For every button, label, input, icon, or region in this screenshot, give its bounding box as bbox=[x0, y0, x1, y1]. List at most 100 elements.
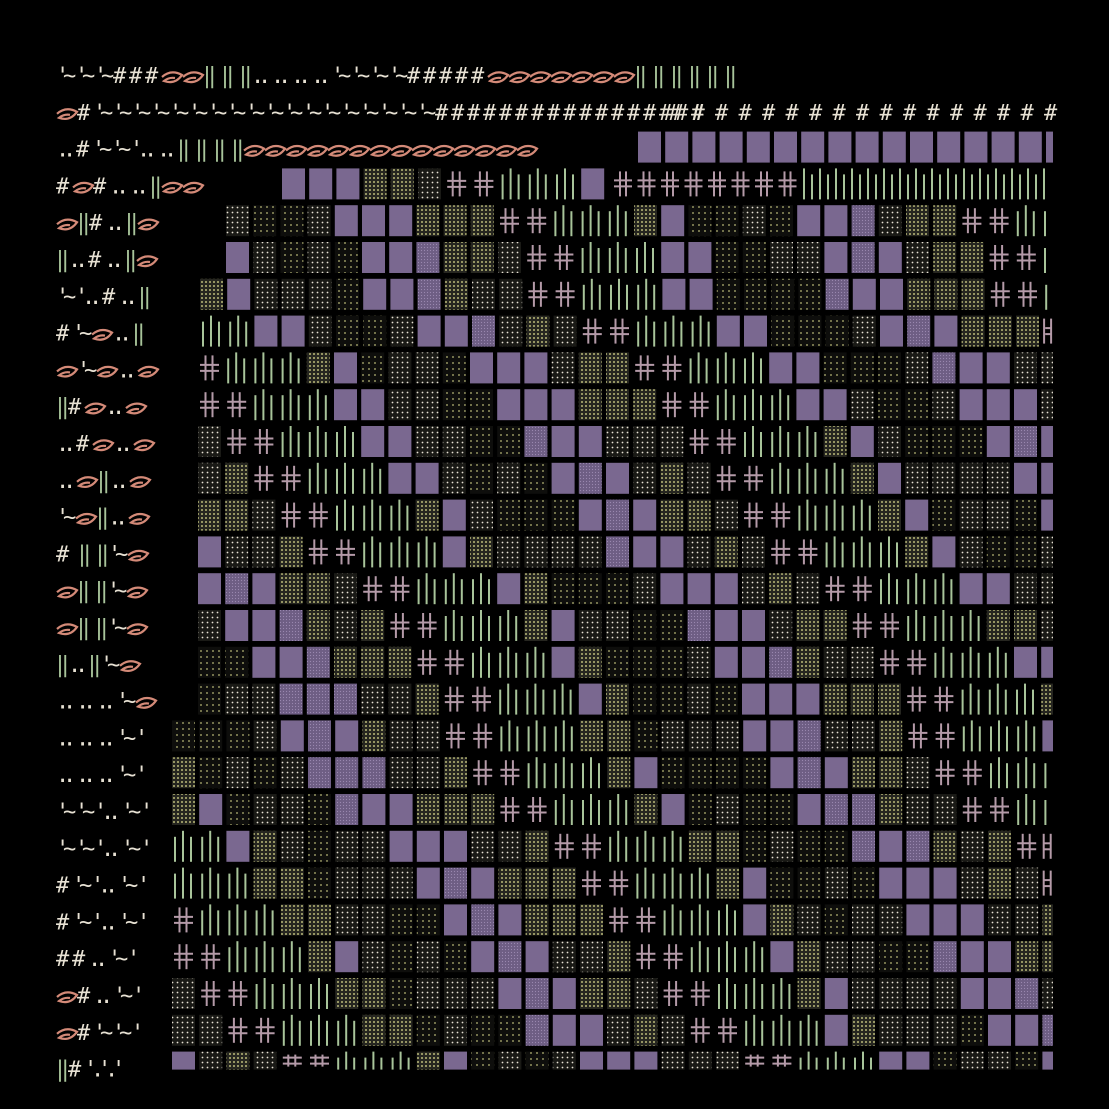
violet-block bbox=[714, 610, 738, 641]
violet-block bbox=[910, 131, 933, 163]
vertical-bars-glyph bbox=[554, 720, 573, 752]
glyph-char: # bbox=[93, 174, 107, 199]
double-cross-glyph bbox=[663, 944, 683, 970]
violet-block bbox=[850, 426, 874, 457]
violet-block bbox=[774, 131, 797, 163]
dotted-block bbox=[253, 720, 277, 752]
violet-block bbox=[1018, 131, 1042, 163]
double-cross-glyph bbox=[609, 907, 629, 933]
glyph-char: ‖ bbox=[124, 248, 137, 273]
dotted-block bbox=[470, 205, 494, 237]
vertical-bars-glyph bbox=[636, 242, 654, 273]
glyph-char: . bbox=[109, 174, 122, 199]
glyph-char: ~ bbox=[63, 285, 76, 310]
dotted-block bbox=[444, 941, 467, 973]
dotted-block bbox=[552, 1051, 576, 1070]
dotted-block bbox=[335, 867, 359, 899]
violet-block bbox=[280, 720, 304, 752]
dotted-block bbox=[797, 757, 821, 789]
glyph-char: # bbox=[643, 101, 657, 126]
dotted-block bbox=[606, 646, 629, 678]
glyph-char: ' bbox=[56, 285, 69, 310]
glyph-char: ' bbox=[112, 1021, 125, 1046]
dotted-block bbox=[225, 499, 249, 531]
double-cross-glyph bbox=[684, 171, 703, 197]
glyph-char: # bbox=[1021, 101, 1035, 126]
dotted-block bbox=[770, 830, 794, 862]
double-cross-glyph bbox=[935, 760, 955, 786]
eye-glyph-icon bbox=[390, 144, 413, 157]
glyph-char: . bbox=[116, 174, 129, 199]
glyph-char: ' bbox=[56, 800, 69, 825]
glyph-char: . bbox=[108, 837, 121, 862]
glyph-char: # bbox=[89, 211, 103, 236]
violet-block bbox=[389, 830, 413, 862]
glyph-char: ~ bbox=[114, 579, 127, 604]
vertical-bars-glyph bbox=[744, 352, 762, 384]
dotted-block bbox=[850, 352, 874, 384]
glyph-char: ~ bbox=[125, 874, 138, 899]
double-cross-glyph bbox=[689, 392, 709, 418]
violet-block bbox=[227, 278, 251, 310]
glyph-char: # bbox=[974, 101, 988, 126]
violet-block bbox=[498, 978, 522, 1009]
dotted-block bbox=[498, 830, 522, 862]
dotted-block bbox=[226, 720, 250, 752]
vertical-bars-glyph bbox=[799, 1051, 818, 1070]
glyph-char: . bbox=[125, 285, 138, 310]
glyph-char: # bbox=[1044, 101, 1058, 126]
glyph-char: . bbox=[83, 690, 96, 715]
violet-block bbox=[1014, 646, 1037, 678]
violet-block bbox=[905, 499, 929, 531]
dotted-block bbox=[578, 389, 602, 421]
double-cross-glyph bbox=[771, 539, 791, 565]
glyph-char: # bbox=[455, 64, 469, 89]
violet-block bbox=[689, 278, 713, 310]
glyph-char: ~ bbox=[366, 101, 379, 126]
dotted-block bbox=[525, 978, 549, 1009]
dotted-block bbox=[660, 462, 684, 494]
violet-block bbox=[770, 941, 794, 973]
violet-block bbox=[279, 646, 303, 678]
dotted-block bbox=[771, 315, 795, 347]
double-cross-glyph bbox=[500, 760, 520, 786]
double-cross-glyph bbox=[417, 613, 437, 638]
violet-block bbox=[959, 573, 983, 605]
glyph-char: ‖ bbox=[97, 469, 110, 494]
violet-block bbox=[1042, 1051, 1053, 1070]
double-cross-glyph bbox=[962, 797, 982, 822]
dotted-block bbox=[280, 904, 304, 936]
violet-block bbox=[551, 610, 575, 641]
dotted-block bbox=[797, 720, 821, 752]
dotted-block bbox=[798, 315, 822, 347]
dotted-block bbox=[580, 978, 603, 1009]
eye-glyph-icon bbox=[72, 181, 95, 194]
dotted-block bbox=[497, 536, 521, 568]
eye-glyph-icon bbox=[182, 71, 205, 84]
glyph-char: ‖ bbox=[221, 64, 234, 89]
dotted-block bbox=[796, 573, 820, 605]
violet-block bbox=[796, 352, 820, 384]
violet-block bbox=[986, 426, 1010, 457]
double-cross-glyph bbox=[472, 686, 491, 712]
glyph-char: . bbox=[298, 64, 311, 89]
violet-block bbox=[444, 830, 467, 862]
violet-block bbox=[524, 352, 548, 384]
violet-block bbox=[878, 462, 901, 494]
double-cross-glyph bbox=[281, 465, 301, 491]
glyph-char: ' bbox=[77, 358, 90, 383]
dotted-block bbox=[498, 1051, 522, 1070]
dotted-block bbox=[279, 683, 303, 715]
glyph-char: ~ bbox=[195, 101, 208, 126]
vertical-bars-glyph bbox=[637, 278, 656, 310]
glyph-char: . bbox=[103, 763, 116, 788]
vertical-bars-glyph bbox=[417, 536, 436, 568]
eye-glyph-icon bbox=[126, 586, 149, 599]
dotted-block bbox=[960, 242, 984, 273]
dotted-block bbox=[770, 794, 794, 825]
violet-block bbox=[444, 904, 467, 936]
double-cross-glyph bbox=[962, 208, 982, 234]
dotted-block bbox=[308, 867, 331, 899]
violet-block bbox=[824, 1014, 848, 1046]
glyph-char: ~ bbox=[233, 101, 246, 126]
